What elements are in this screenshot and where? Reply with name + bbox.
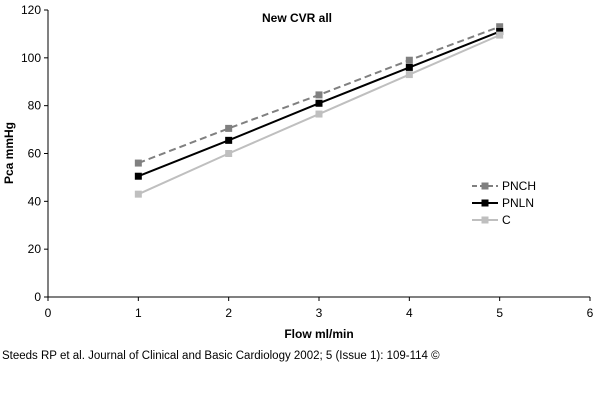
y-tick-label: 60: [28, 147, 42, 161]
x-tick-label: 3: [316, 306, 323, 320]
point-pnch: [134, 159, 142, 167]
source-caption: Steeds RP et al. Journal of Clinical and…: [2, 350, 440, 362]
y-tick-label: 0: [34, 290, 41, 304]
series-pnln: [134, 28, 504, 180]
point-pnln: [315, 99, 323, 107]
y-tick-label: 40: [28, 194, 42, 208]
point-c: [315, 110, 323, 118]
point-c: [134, 190, 142, 198]
legend-marker: [481, 216, 489, 224]
y-axis-title: Pca mmHg: [2, 122, 16, 184]
y-tick-label: 120: [21, 3, 41, 17]
legend-label: PNLN: [502, 196, 534, 210]
point-pnch: [225, 124, 233, 132]
legend: PNCH PNLN C: [472, 179, 536, 227]
point-pnln: [496, 28, 504, 36]
legend-item-c: C: [472, 213, 511, 227]
series-c: [134, 31, 504, 198]
legend-label: PNCH: [502, 179, 536, 193]
y-tick-label: 80: [28, 99, 42, 113]
legend-item-pnln: PNLN: [472, 196, 534, 210]
chart-title: New CVR all: [262, 11, 332, 25]
series-pnch: [134, 23, 504, 167]
axes: [47, 10, 590, 298]
x-tick-label: 2: [225, 306, 232, 320]
x-tick-label: 6: [587, 306, 594, 320]
y-tick-label: 20: [28, 242, 42, 256]
point-c: [225, 150, 233, 157]
x-axis-title: Flow ml/min: [284, 327, 353, 341]
legend-marker: [481, 182, 489, 190]
x-tick-label: 5: [496, 306, 503, 320]
point-pnln: [225, 136, 233, 144]
point-pnln: [405, 63, 413, 71]
ticks: 0 20 40 60 80 100 120 0 1 2 3 4 5 6: [21, 3, 594, 320]
legend-label: C: [502, 213, 511, 227]
x-tick-label: 4: [406, 306, 413, 320]
series-layer: [134, 23, 504, 198]
point-pnch: [315, 91, 323, 99]
point-pnln: [134, 172, 142, 180]
point-c: [496, 31, 504, 39]
point-c: [405, 71, 413, 79]
point-pnch: [496, 23, 504, 31]
point-pnch: [405, 56, 413, 64]
x-tick-label: 0: [45, 306, 52, 320]
legend-marker: [481, 199, 489, 207]
x-tick-label: 1: [135, 306, 142, 320]
legend-item-pnch: PNCH: [472, 179, 536, 193]
y-tick-label: 100: [21, 51, 41, 65]
